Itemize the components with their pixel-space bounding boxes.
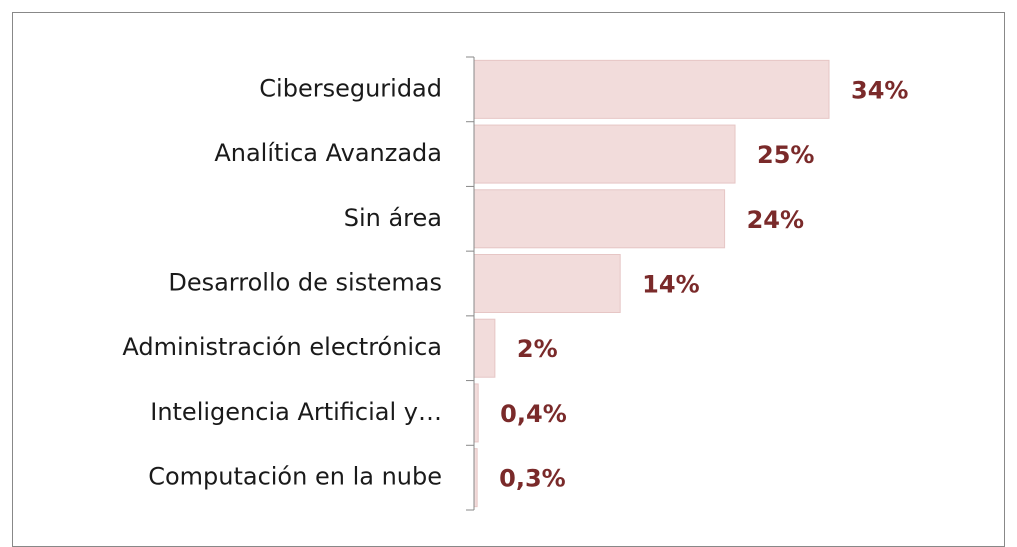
bar [473, 383, 479, 443]
bar [473, 59, 830, 119]
value-label: 24% [747, 206, 804, 234]
bar [473, 189, 726, 249]
value-label: 2% [517, 335, 558, 363]
category-label: Ciberseguridad [259, 74, 442, 102]
category-label: Administración electrónica [122, 333, 442, 361]
value-label: 25% [757, 141, 814, 169]
category-label: Sin área [344, 204, 442, 232]
value-label: 14% [642, 271, 699, 299]
value-label: 0,3% [499, 465, 566, 493]
category-label: Computación en la nube [148, 463, 442, 491]
bar [473, 318, 496, 378]
category-label: Desarrollo de sistemas [168, 269, 442, 297]
bar [473, 124, 736, 184]
category-label: Analítica Avanzada [214, 139, 442, 167]
value-label: 34% [851, 76, 908, 104]
bar [473, 254, 621, 313]
value-label: 0,4% [500, 400, 567, 428]
category-label: Inteligencia Artificial y… [150, 398, 442, 426]
